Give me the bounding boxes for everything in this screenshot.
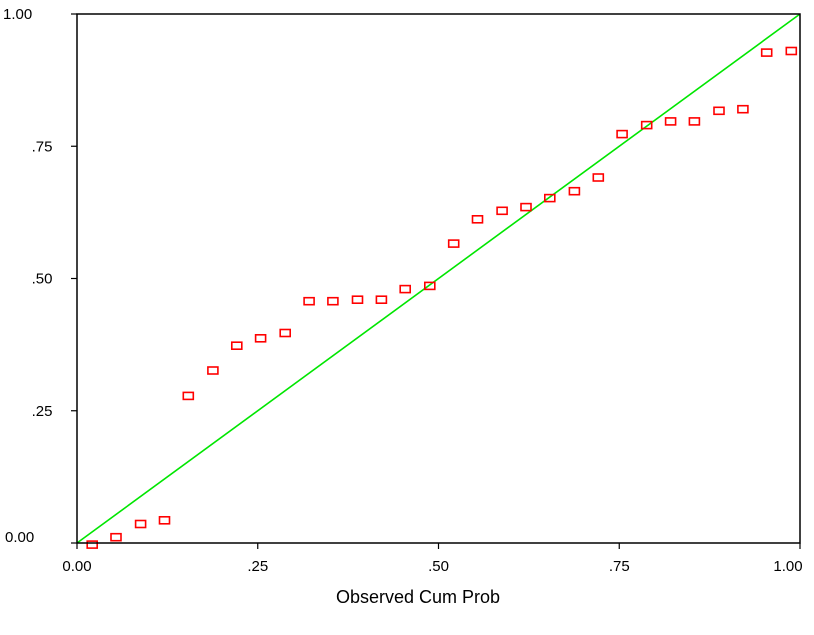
x-tick-label-3: .75 xyxy=(609,558,630,575)
y-tick-label-3: .75 xyxy=(32,138,53,155)
data-point-3 xyxy=(134,519,147,529)
data-point-24 xyxy=(640,120,653,130)
plot-area xyxy=(76,13,801,549)
data-point-4 xyxy=(158,515,171,525)
data-point-19 xyxy=(520,202,532,212)
y-tick-label-1: .25 xyxy=(32,403,53,420)
data-point-12 xyxy=(351,295,364,305)
y-tick-label-4: 1.00 xyxy=(3,6,32,23)
y-tick-label-2: .50 xyxy=(32,271,53,288)
x-tick-label-0: 0.00 xyxy=(62,558,91,575)
data-point-29 xyxy=(760,48,773,57)
data-point-15 xyxy=(423,281,436,291)
data-point-17 xyxy=(471,215,484,224)
data-point-10 xyxy=(303,296,315,306)
data-point-20 xyxy=(543,193,556,203)
axes: 0.00 .25 .50 .75 1.00 0.00 .25 .50 .75 1.00 xyxy=(3,6,803,575)
data-point-13 xyxy=(375,295,388,305)
data-point-8 xyxy=(254,333,267,343)
data-point-9 xyxy=(279,328,292,338)
data-point-22 xyxy=(592,173,605,182)
data-point-18 xyxy=(496,206,508,216)
data-point-16 xyxy=(447,239,460,248)
x-axis-title: Observed Cum Prob xyxy=(336,587,500,607)
data-point-26 xyxy=(688,117,701,126)
data-point-5 xyxy=(182,391,195,401)
data-point-25 xyxy=(664,117,677,126)
x-tick-label-1: .25 xyxy=(247,558,268,575)
data-point-21 xyxy=(568,186,581,196)
y-tick-label-0: 0.00 xyxy=(5,529,34,546)
data-point-2 xyxy=(110,532,122,542)
data-point-14 xyxy=(399,284,412,294)
data-point-23 xyxy=(616,129,628,139)
x-tick-label-2: .50 xyxy=(428,558,449,575)
data-point-27 xyxy=(713,106,725,116)
data-point-1 xyxy=(86,540,98,549)
reference-line xyxy=(76,13,801,544)
data-point-30 xyxy=(785,46,798,56)
data-point-7 xyxy=(231,341,243,351)
data-point-11 xyxy=(327,296,339,306)
data-point-6 xyxy=(207,366,219,375)
data-point-28 xyxy=(737,104,749,114)
x-tick-label-4: 1.00 xyxy=(773,558,802,575)
